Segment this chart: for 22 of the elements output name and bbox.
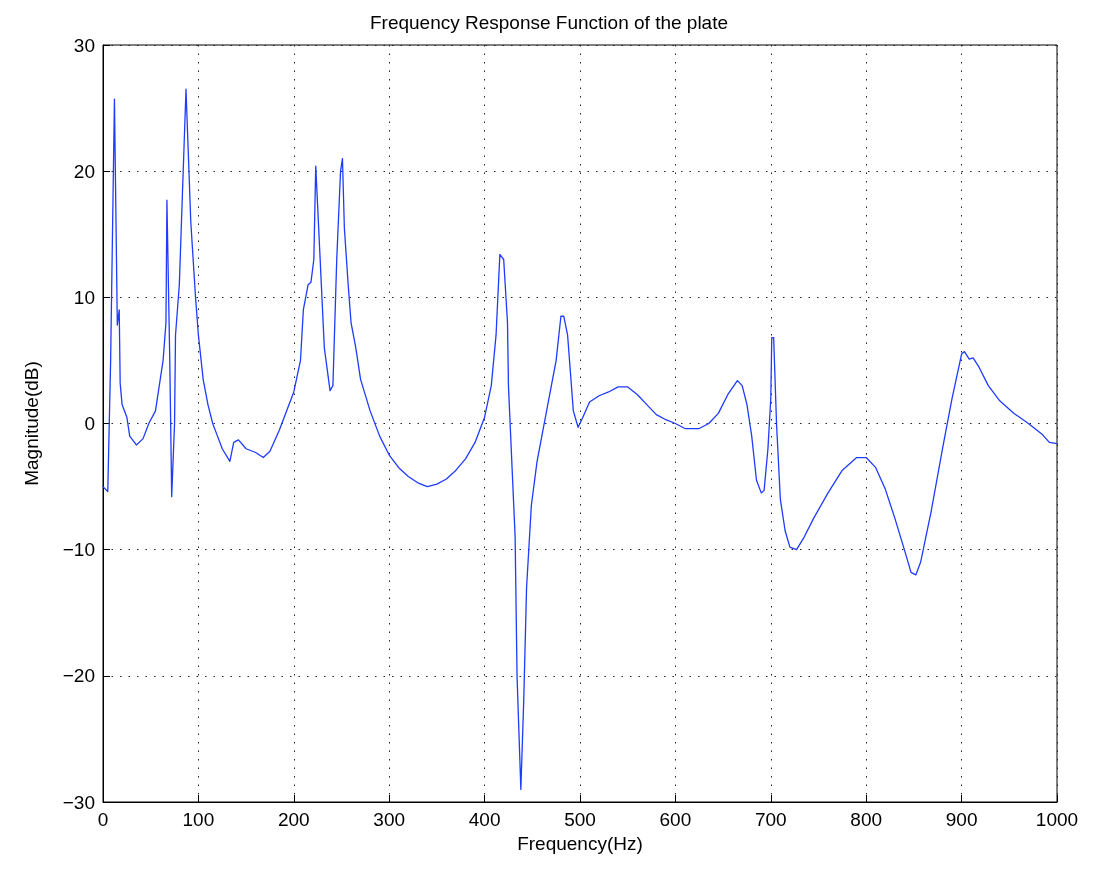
y-tick-label: −30 [62, 791, 95, 813]
y-axis-title: Magnitude(dB) [21, 361, 42, 486]
y-tick-label: −10 [62, 539, 95, 561]
x-tick-label: 1000 [1035, 809, 1079, 830]
x-tick-label: 400 [468, 809, 501, 830]
x-tick-label: 900 [945, 809, 978, 830]
y-tick-label: 30 [73, 34, 95, 56]
y-tick-label: 0 [84, 413, 95, 434]
x-axis-title: Frequency(Hz) [517, 832, 643, 854]
y-tick-label: 20 [73, 160, 95, 182]
x-tick-label: 800 [850, 809, 883, 830]
x-tick-label: 500 [564, 809, 596, 830]
x-tick-label: 100 [182, 809, 215, 830]
x-tick-label: 700 [754, 809, 787, 830]
y-tick-label: −20 [62, 665, 95, 687]
y-tick-label: 10 [73, 286, 95, 308]
line-series [102, 88, 1058, 791]
x-tick-label: 600 [659, 809, 692, 830]
x-tick-label: 200 [277, 809, 310, 830]
chart-title: Frequency Response Function of the plate [369, 12, 729, 33]
x-tick-label: 300 [373, 809, 406, 830]
x-tick-label: 0 [97, 809, 109, 830]
